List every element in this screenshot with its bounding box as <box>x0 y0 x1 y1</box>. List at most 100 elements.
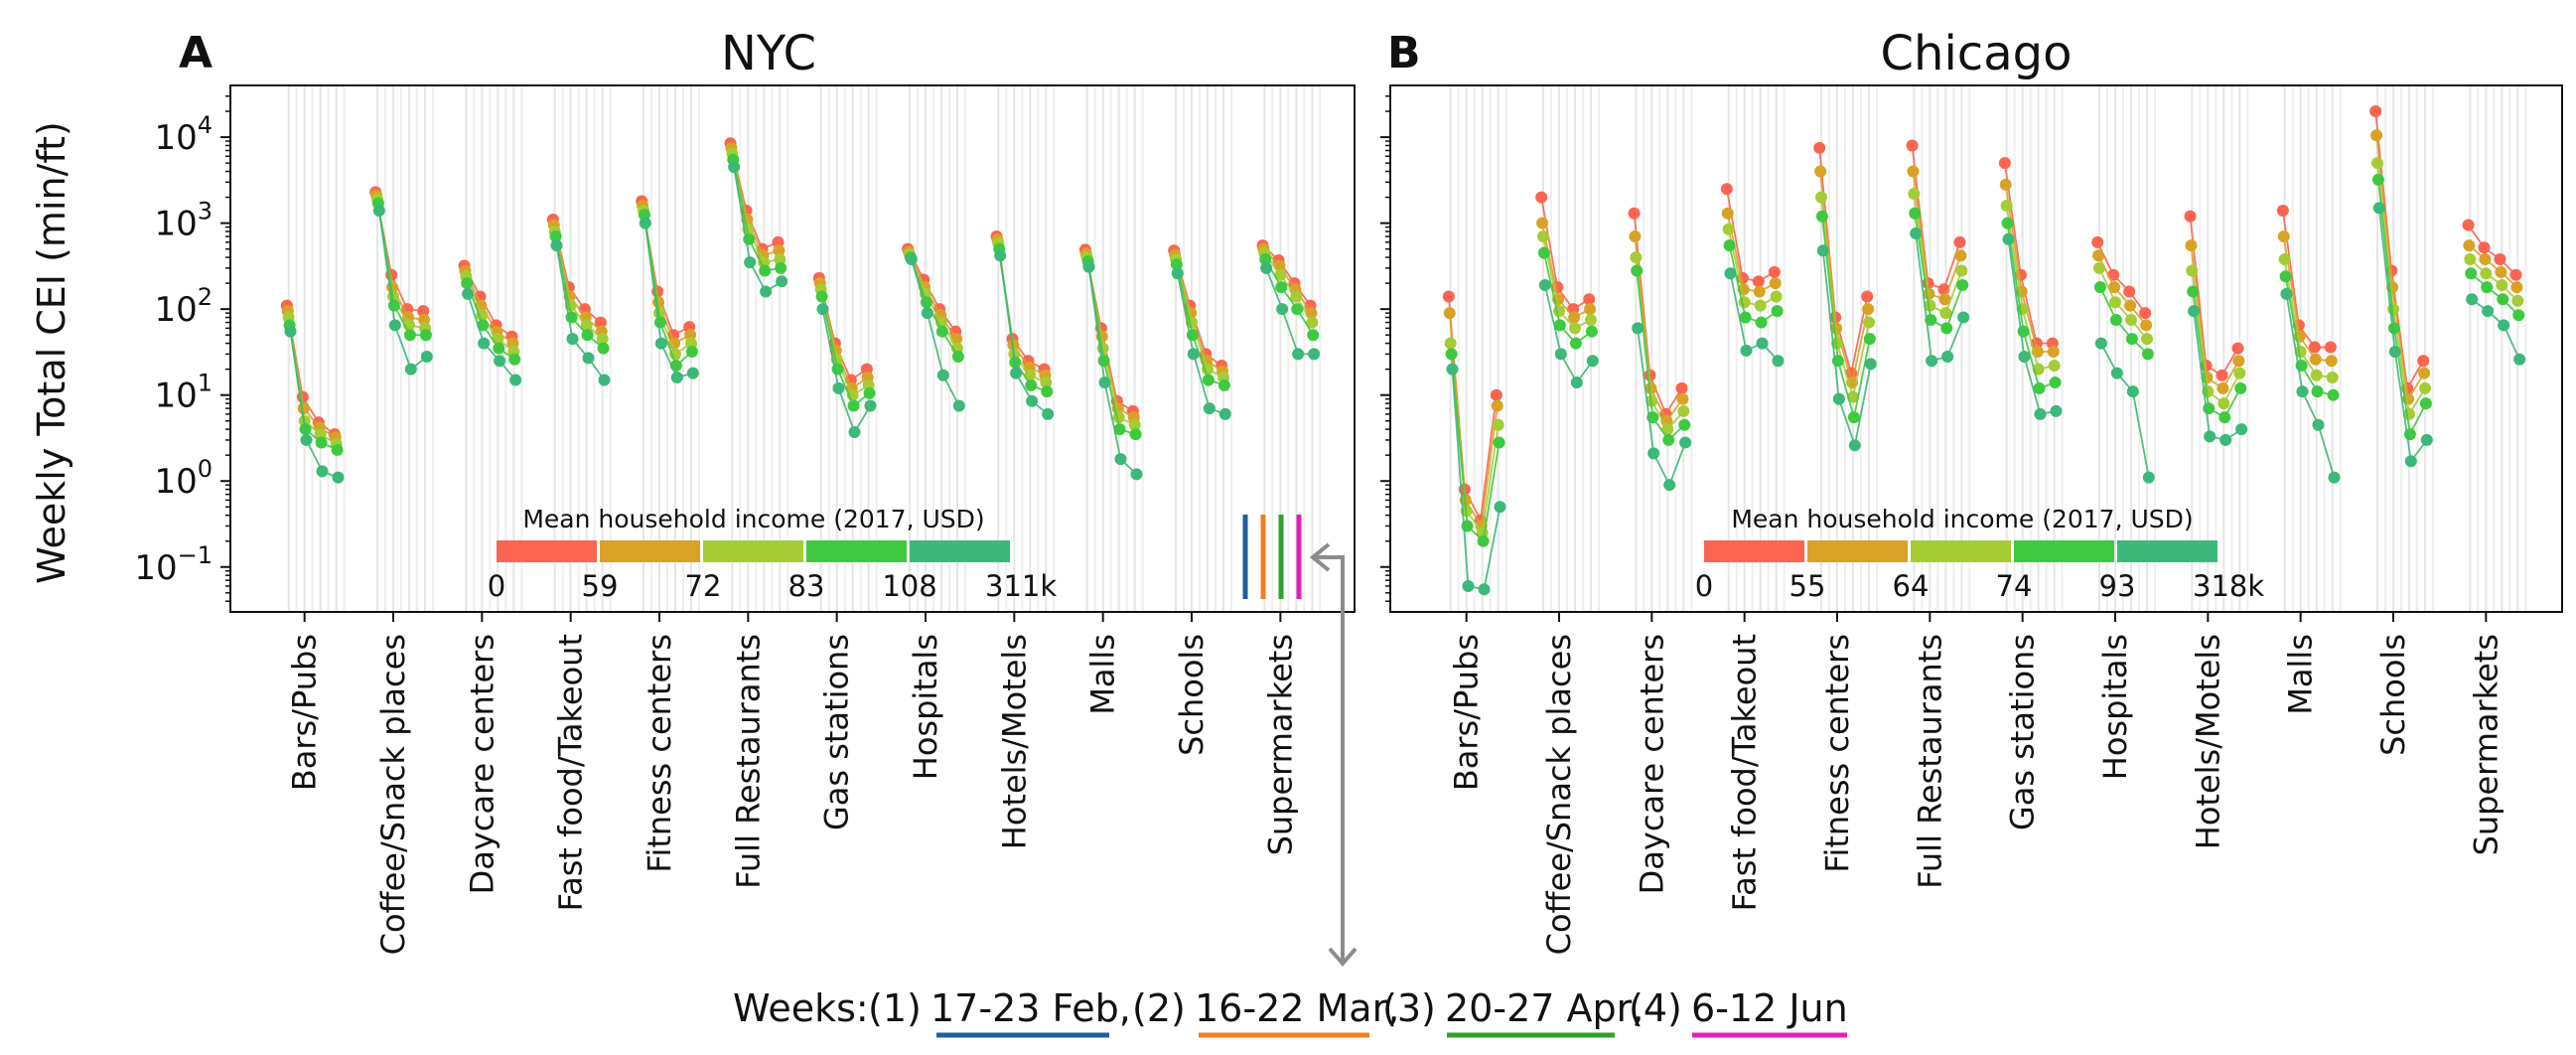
data-point <box>776 275 788 288</box>
data-point <box>1909 207 1922 220</box>
data-point <box>1679 436 1692 449</box>
data-point <box>1861 290 1874 303</box>
data-point <box>1276 303 1289 316</box>
data-point <box>1770 290 1783 303</box>
data-point <box>1187 348 1200 361</box>
x-tick-label: Fitness centers <box>641 634 678 873</box>
data-point <box>2325 355 2338 368</box>
series-line <box>733 166 783 293</box>
data-point <box>1097 355 1110 368</box>
series-line <box>2468 244 2518 288</box>
data-point <box>419 329 432 342</box>
x-tick-label: Fast food/Takeout <box>1726 634 1764 911</box>
data-point <box>775 261 787 274</box>
data-point <box>1772 355 1785 368</box>
series-line <box>907 248 956 333</box>
data-point <box>1535 191 1548 204</box>
data-point <box>1769 277 1782 290</box>
data-point <box>728 161 741 174</box>
data-point <box>2404 455 2417 468</box>
data-point <box>905 252 918 265</box>
data-point <box>2124 299 2137 312</box>
data-point <box>2185 239 2198 252</box>
data-point <box>1554 348 1567 361</box>
series-line <box>1542 235 1592 330</box>
series-line <box>1176 264 1225 386</box>
data-point <box>566 333 579 346</box>
grid-lines-b <box>1449 86 2527 611</box>
data-point <box>2482 305 2495 318</box>
data-point <box>2219 433 2232 446</box>
x-tick-label: Full Restaurants <box>729 634 767 889</box>
data-point <box>2326 372 2339 384</box>
data-point <box>1771 305 1784 318</box>
chart-title-chicago: Chicago <box>1881 26 2073 81</box>
data-point <box>2312 418 2325 431</box>
data-point <box>2109 296 2121 309</box>
data-point <box>2512 309 2525 322</box>
series-line <box>1636 270 1685 442</box>
legend-arrow <box>1309 542 1358 968</box>
data-point <box>315 436 328 449</box>
data-point <box>332 471 345 484</box>
week-4-num: (4) <box>1629 986 1682 1030</box>
data-point <box>1114 453 1127 466</box>
data-point <box>1678 418 1691 431</box>
data-point <box>594 316 607 329</box>
series-line <box>821 308 872 435</box>
data-marks-a <box>280 137 1321 484</box>
series-line <box>2467 225 2517 276</box>
data-point <box>2218 397 2230 410</box>
data-point <box>1260 261 1273 274</box>
x-tick-label: Gas stations <box>2004 634 2042 830</box>
data-point <box>1864 358 1877 371</box>
income-legend-tick: 72 <box>685 569 722 603</box>
series-line <box>909 254 958 350</box>
data-point <box>2498 319 2510 332</box>
x-tick-label: Full Restaurants <box>1911 634 1948 889</box>
data-point <box>2093 281 2106 294</box>
data-point <box>1632 322 1645 335</box>
series-line <box>1265 267 1315 356</box>
data-point <box>493 342 505 355</box>
series-line <box>1634 235 1684 423</box>
x-tick-label: Hotels/Motels <box>995 634 1033 849</box>
series-line <box>2193 310 2242 441</box>
series-line <box>820 296 871 407</box>
data-point <box>1723 239 1736 252</box>
data-point <box>936 369 949 381</box>
data-point <box>1755 316 1768 329</box>
data-point <box>1494 501 1506 514</box>
data-point <box>581 329 594 342</box>
data-point <box>2510 281 2523 294</box>
data-point <box>1753 285 1766 298</box>
data-point <box>1292 348 1305 361</box>
x-tick-label: Malls <box>2282 634 2320 715</box>
data-point <box>1536 217 1549 229</box>
data-point <box>1938 293 1951 306</box>
series-line <box>2377 208 2428 464</box>
data-point <box>1832 392 1845 405</box>
income-legend-tick: 93 <box>2099 569 2136 603</box>
data-point <box>774 252 787 265</box>
data-point <box>1307 329 1320 342</box>
data-point <box>1493 436 1505 449</box>
series-line <box>466 282 515 361</box>
series-line <box>910 256 959 358</box>
income-legend-tick: 318k <box>2193 569 2264 603</box>
data-point <box>1940 322 1953 335</box>
data-point <box>388 319 401 332</box>
data-point <box>1446 363 1459 376</box>
data-point <box>1478 583 1491 596</box>
data-point <box>2511 294 2524 307</box>
data-point <box>2509 268 2522 281</box>
series-line <box>1633 213 1683 416</box>
data-point <box>1675 381 1688 394</box>
data-point <box>1444 337 1457 350</box>
data-point <box>549 230 562 243</box>
data-point <box>476 309 489 322</box>
data-point <box>1999 178 2012 191</box>
series-line <box>1726 213 1777 293</box>
data-point <box>2141 333 2153 346</box>
data-point <box>2464 252 2477 265</box>
